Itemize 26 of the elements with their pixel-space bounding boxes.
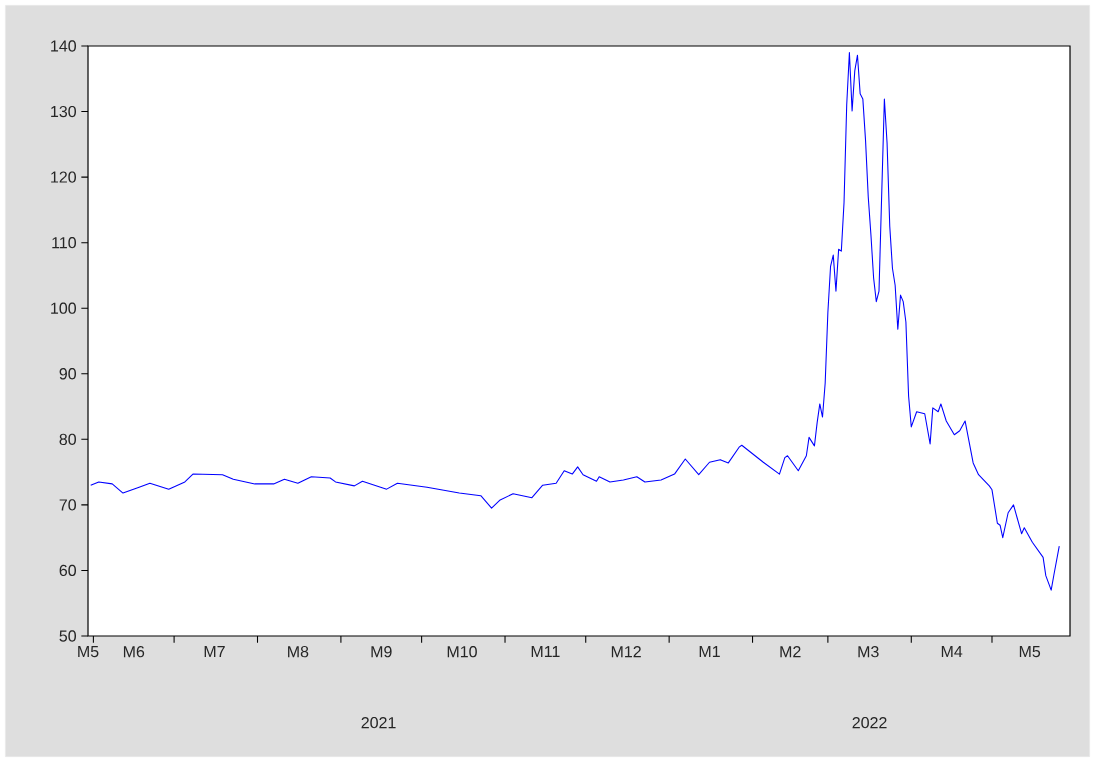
x-tick-label: M5: [1019, 646, 1041, 658]
x-tick-label: M3: [858, 646, 879, 658]
text: 2021: [361, 716, 396, 729]
x-tick-label: M7: [204, 646, 225, 658]
text: 2022: [852, 716, 887, 729]
y-tick-label: 50: [59, 630, 77, 642]
x-tick-label: M9: [371, 646, 392, 658]
x-tick-label: M8: [288, 646, 309, 658]
y-tick-label: 100: [51, 302, 77, 314]
line-series: [90, 52, 1060, 591]
y-tick-label: 70: [59, 499, 77, 511]
x-tick-label: M12: [611, 646, 641, 658]
x-tick-label: M1: [699, 646, 720, 658]
x-tick-label: M10: [447, 646, 477, 658]
x-tick-label: M6: [123, 646, 145, 658]
y-tick-label: 90: [59, 368, 77, 380]
x-tick-label: M4: [941, 646, 963, 658]
y-tick-label: 120: [51, 171, 77, 183]
x-tick-label: M2: [780, 646, 801, 658]
y-tick-label: 80: [59, 433, 77, 445]
x-tick-label: M11: [531, 646, 560, 658]
y-tick-label: 140: [51, 40, 77, 52]
y-tick-label: 110: [52, 237, 77, 249]
y-tick-label: 60: [59, 564, 77, 577]
x-tick-label: M5: [78, 646, 99, 658]
y-tick-label: 130: [51, 105, 77, 118]
